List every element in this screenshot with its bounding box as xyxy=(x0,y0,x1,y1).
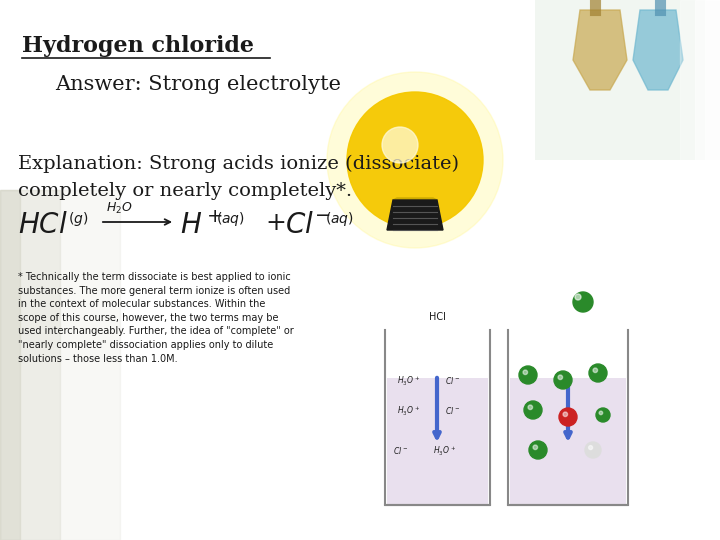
Circle shape xyxy=(575,294,581,300)
Circle shape xyxy=(554,371,572,389)
Circle shape xyxy=(533,445,538,449)
Text: Answer: Strong electrolyte: Answer: Strong electrolyte xyxy=(55,75,341,94)
Text: $(g)$: $(g)$ xyxy=(68,210,89,228)
Circle shape xyxy=(523,370,528,375)
Text: Explanation: Strong acids ionize (dissociate): Explanation: Strong acids ionize (dissoc… xyxy=(18,155,459,173)
Polygon shape xyxy=(387,200,443,230)
Circle shape xyxy=(327,72,503,248)
Circle shape xyxy=(589,446,593,450)
Text: $H_2O$: $H_2O$ xyxy=(106,201,132,216)
Circle shape xyxy=(585,442,601,458)
Text: $Cl^{-}$: $Cl^{-}$ xyxy=(285,212,330,239)
Circle shape xyxy=(529,441,547,459)
Circle shape xyxy=(528,405,533,409)
Polygon shape xyxy=(573,10,627,90)
Text: completely or nearly completely*.: completely or nearly completely*. xyxy=(18,182,352,200)
Polygon shape xyxy=(705,0,720,170)
Text: $H_3O^+$: $H_3O^+$ xyxy=(397,405,420,418)
Circle shape xyxy=(558,375,562,380)
Circle shape xyxy=(559,408,577,426)
Text: * Technically the term dissociate is best applied to ionic
substances. The more : * Technically the term dissociate is bes… xyxy=(18,272,294,363)
Text: $H_3O^+$: $H_3O^+$ xyxy=(433,445,456,458)
Circle shape xyxy=(573,292,593,312)
Text: $Cl^-$: $Cl^-$ xyxy=(445,375,460,386)
Text: $(aq)$: $(aq)$ xyxy=(325,210,354,228)
Circle shape xyxy=(524,401,542,419)
Polygon shape xyxy=(633,10,683,90)
Polygon shape xyxy=(0,190,20,540)
Circle shape xyxy=(347,92,483,228)
Circle shape xyxy=(599,411,603,415)
Circle shape xyxy=(382,127,418,163)
Text: $+$: $+$ xyxy=(265,212,285,235)
Circle shape xyxy=(519,366,537,384)
Polygon shape xyxy=(0,190,120,540)
FancyBboxPatch shape xyxy=(510,378,626,504)
Polygon shape xyxy=(680,0,720,170)
Text: $HCl$: $HCl$ xyxy=(18,212,68,239)
Text: $(aq)$: $(aq)$ xyxy=(216,210,245,228)
Circle shape xyxy=(563,412,567,416)
Text: HCl: HCl xyxy=(428,312,446,322)
Circle shape xyxy=(593,368,598,373)
Polygon shape xyxy=(695,0,720,170)
Text: $H_3O^+$: $H_3O^+$ xyxy=(397,375,420,388)
Text: $Cl^-$: $Cl^-$ xyxy=(445,405,460,416)
Text: Hydrogen chloride: Hydrogen chloride xyxy=(22,35,254,57)
Circle shape xyxy=(589,364,607,382)
Text: $Cl^-$: $Cl^-$ xyxy=(393,445,408,456)
Circle shape xyxy=(596,408,610,422)
Polygon shape xyxy=(393,198,437,200)
Text: $H^+$: $H^+$ xyxy=(180,212,223,240)
FancyBboxPatch shape xyxy=(535,0,720,160)
FancyBboxPatch shape xyxy=(387,378,488,504)
Polygon shape xyxy=(0,190,60,540)
